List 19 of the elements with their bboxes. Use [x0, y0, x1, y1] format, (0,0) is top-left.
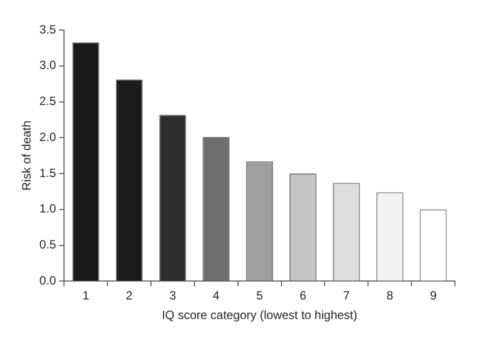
- y-axis-title: Risk of death: [20, 120, 34, 191]
- x-tick-label: 8: [386, 288, 394, 303]
- y-tick-label: 2.0: [39, 130, 56, 144]
- y-tick-label: 3.5: [39, 22, 56, 36]
- y-tick-label: 0.0: [39, 274, 56, 288]
- x-tick-label: 4: [212, 288, 220, 303]
- x-tick-label: 1: [82, 288, 90, 303]
- x-axis-title: IQ score category (lowest to highest): [162, 308, 358, 322]
- y-tick-label: 1.5: [39, 166, 56, 180]
- y-tick-label: 2.5: [39, 94, 56, 108]
- y-tick-label: 3.0: [39, 58, 56, 72]
- x-tick-label: 5: [256, 288, 264, 303]
- x-tick-label: 2: [126, 288, 133, 303]
- x-tick-label: 6: [300, 288, 307, 303]
- y-tick-label: 1.0: [39, 202, 56, 216]
- y-tick-label: 0.5: [39, 238, 56, 252]
- x-tick-label: 7: [343, 288, 350, 303]
- x-tick-label: 9: [430, 288, 437, 303]
- x-tick-label: 3: [169, 288, 176, 303]
